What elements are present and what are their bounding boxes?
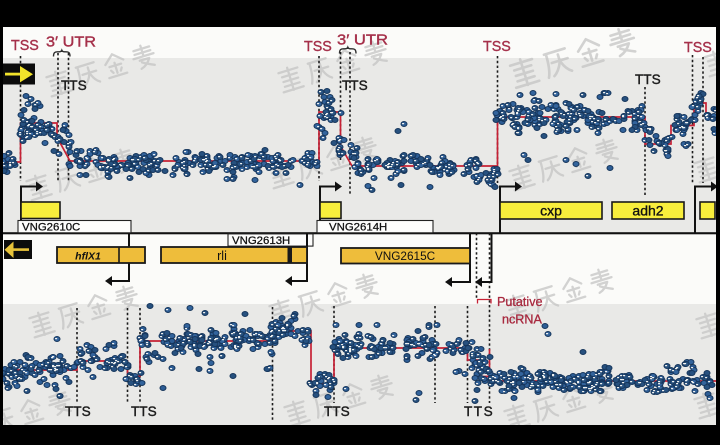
svg-text:TTS: TTS: [464, 404, 494, 419]
svg-text:TSS: TSS: [483, 39, 511, 55]
svg-text:rli: rli: [217, 249, 227, 263]
svg-text:VNG2610C: VNG2610C: [22, 222, 80, 234]
svg-text:3′ UTR: 3′ UTR: [337, 33, 388, 49]
svg-text:VNG2615C: VNG2615C: [375, 249, 436, 263]
svg-text:VNG2613H: VNG2613H: [232, 235, 290, 247]
svg-text:adh2: adh2: [632, 203, 663, 219]
svg-text:TTS: TTS: [342, 78, 368, 93]
svg-text:TTS: TTS: [65, 404, 91, 419]
svg-text:ncRNA: ncRNA: [502, 313, 542, 327]
svg-text:TTS: TTS: [131, 404, 157, 419]
svg-text:3′ UTR: 3′ UTR: [46, 35, 96, 51]
svg-text:TTS: TTS: [324, 404, 350, 419]
svg-text:VNG2614H: VNG2614H: [329, 222, 387, 234]
svg-text:TTS: TTS: [635, 72, 661, 87]
svg-text:cxp: cxp: [540, 203, 562, 219]
svg-text:TTS: TTS: [61, 78, 87, 93]
svg-text:TSS: TSS: [11, 38, 39, 54]
svg-text:TSS: TSS: [304, 39, 332, 55]
svg-text:Putative: Putative: [497, 295, 543, 309]
svg-text:TSS: TSS: [684, 40, 712, 56]
svg-text:hflX1: hflX1: [75, 251, 101, 263]
